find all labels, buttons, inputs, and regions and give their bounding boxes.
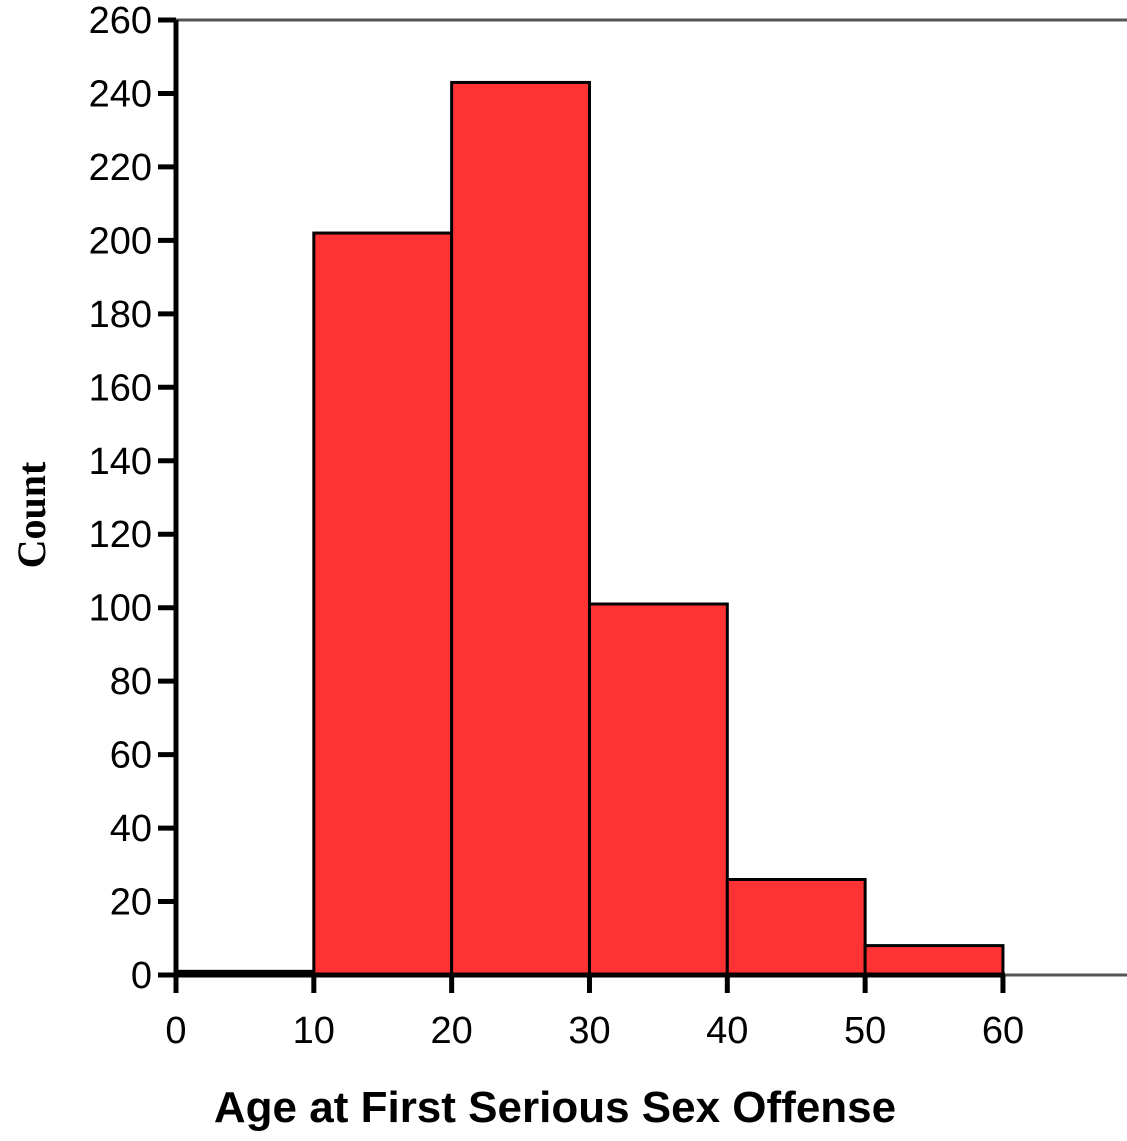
y-tick-label-120: 120	[89, 514, 152, 556]
x-axis-label: Age at First Serious Sex Offense	[214, 1083, 896, 1132]
y-tick-label-40: 40	[110, 808, 152, 850]
y-tick-label-60: 60	[110, 735, 152, 777]
y-tick-label-20: 20	[110, 882, 152, 924]
histogram-bar-40-50	[725, 878, 867, 977]
y-tick-label-260: 260	[89, 0, 152, 42]
histogram-bars	[174, 80, 1005, 977]
y-tick-label-100: 100	[89, 588, 152, 630]
x-tick-label-0: 0	[165, 1010, 186, 1052]
x-tick-label-40: 40	[706, 1010, 748, 1052]
axes: 0 20 40 60 80 100 120 140 160 180 200 220 240 260 0 10 2…	[89, 0, 1025, 1052]
histogram-bar-30-40	[587, 602, 729, 977]
x-tick-label-50: 50	[844, 1010, 886, 1052]
y-tick-label-80: 80	[110, 661, 152, 703]
histogram-bar-50-60	[863, 944, 1005, 977]
y-tick-label-160: 160	[89, 367, 152, 409]
x-tick-label-10: 10	[293, 1010, 335, 1052]
y-tick-label-220: 220	[89, 147, 152, 189]
y-tick-label-0: 0	[131, 955, 152, 997]
x-tick-label-60: 60	[982, 1010, 1024, 1052]
y-tick-label-200: 200	[89, 220, 152, 262]
x-tick-label-30: 30	[568, 1010, 610, 1052]
y-tick-label-140: 140	[89, 441, 152, 483]
histogram-bar-20-30	[450, 80, 591, 977]
x-tick-label-20: 20	[431, 1010, 473, 1052]
axis-labels: Age at First Serious Sex Offense Count	[9, 461, 896, 1132]
y-tick-label-240: 240	[89, 73, 152, 115]
histogram-bar-10-20	[312, 231, 454, 977]
y-axis-label: Count	[9, 461, 54, 568]
y-tick-label-180: 180	[89, 294, 152, 336]
